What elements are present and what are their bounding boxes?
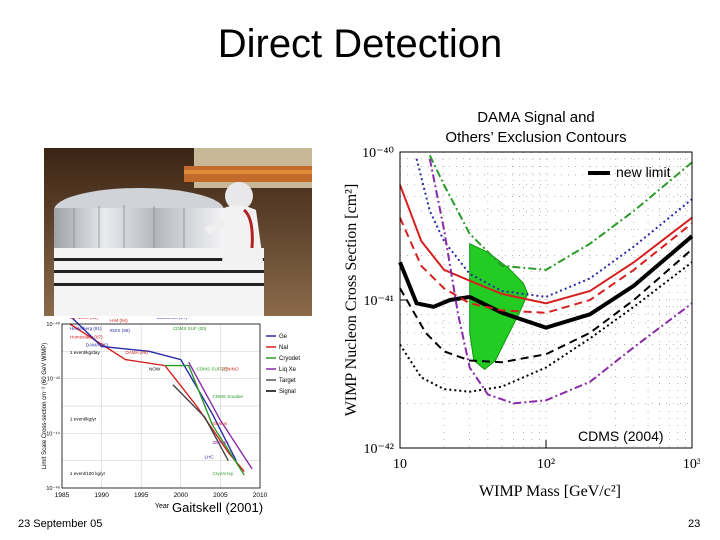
footer-date: 23 September 05 [18,518,103,530]
history-frame [61,323,261,489]
history-series-3 [188,361,253,470]
history-series [69,315,253,476]
history-annotation: NOW [149,366,161,371]
history-y-tick: 10⁻⁴⁶ [46,485,60,492]
y-tick-label: 10⁻⁴⁰ [362,146,394,161]
history-tick-labels: 1985 1990 1995 2000 2005 2010 10⁻⁴⁰ 10⁻⁴² 10⁻⁴⁴ 1… [46,321,267,499]
history-annotation: Heidelberg (91) [70,326,102,331]
history-x-tick: 1995 [134,492,149,499]
exclusion-series-1 [399,184,693,305]
history-annotation: CryoArray [212,471,233,476]
history-annotation: ZEPLIN [212,440,228,445]
page-number: 23 [688,518,701,530]
exclusion-series-7 [428,158,693,405]
history-annotation: Homestake (87) [70,334,103,339]
x-axis-label: WIMP Mass [GeV/c²] [479,483,621,500]
history-x-label: Year [155,503,170,510]
y-tick-label: 10⁻⁴¹ [364,294,394,309]
history-y-label: Limit Scale Cross-section cm⁻² (60 GeV W… [42,343,48,470]
exclusion-series [398,154,694,405]
slide-title: Direct Detection [217,22,503,66]
history-annotation: H-M (94) [110,318,129,323]
series-new-limit [398,234,694,330]
history-annotation: CDMS SUF (00) [173,326,207,331]
chart-subtitle: DAMA Signal and Others’ Exclusion Contou… [400,108,672,148]
history-chart: 1985 1990 1995 2000 2005 2010 10⁻⁴⁰ 10⁻⁴² 10⁻⁴⁴ 1… [40,315,316,510]
history-annotations: Ge-Moss (86) Heidelberg (91) Homestake (87… [70,315,244,476]
history-annotation: 1 event/kg/day [70,350,101,355]
legend-label-new-limit: new limit [616,164,671,180]
history-grid [62,324,260,488]
history-annotation: LHC [205,455,215,460]
detector-photo [44,148,312,316]
history-annotation: DAMA (99) [125,350,148,355]
legend: new limit [588,164,671,180]
history-y-tick: 10⁻⁴² [47,376,60,383]
history-legend-label: Ge [279,334,288,340]
history-series-0 [69,323,245,472]
history-annotation: GENINO [220,366,239,371]
history-annotation: CDMS SUF (?) [197,366,228,371]
history-annotation: CDMS Soudan [212,394,243,399]
history-legend-label: NaI [279,345,289,351]
history-legend-label: Signal [279,389,296,395]
history-x-tick: 1990 [94,492,109,499]
history-x-tick: 2000 [174,492,189,499]
exclusion-series-6 [428,154,693,271]
history-x-tick: 1985 [55,492,70,499]
subtitle-line-2: Others’ Exclusion Contours [445,129,627,146]
history-annotation: Genius [212,421,227,426]
subtitle-line-1: DAMA Signal and [477,109,595,126]
history-y-tick: 10⁻⁴⁰ [46,321,60,328]
exclusion-grid [399,152,692,449]
gaitskell-caption: Gaitskell (2001) [172,500,264,515]
history-annotation: 1 event/kg/yr [70,416,97,421]
history-annotation: IGEX (98) [110,328,131,333]
x-tick-label: 10² [537,457,555,472]
exclusion-series-2 [399,217,693,314]
x-tick-label: 10 [393,457,407,472]
history-legend: Ge NaI Cryodet Liq Xe Target Signal [266,334,300,395]
history-annotation: DAMA (96) [86,343,109,348]
exclusion-series-3 [399,248,693,364]
exclusion-series-5 [415,158,693,298]
dama-region [469,242,529,370]
x-tick-label: 10³ [683,457,700,472]
history-series-4 [172,384,229,462]
history-series-1 [69,315,237,462]
history-legend-label: Cryodet [279,356,300,362]
history-annotation: 1 event/100 kg/yr [70,471,106,476]
y-tick-label: 10⁻⁴² [364,442,394,457]
history-x-tick: 2005 [213,492,228,499]
exclusion-tick-labels: 10 10² 10³ 10⁻⁴⁰ 10⁻⁴¹ 10⁻⁴² [362,146,701,472]
history-series-2 [165,364,245,476]
history-legend-label: Liq Xe [279,367,297,373]
history-annotation: Edelweiss (97) [157,318,188,320]
y-axis-label: WIMP Nucleon Cross Section [cm²] [343,184,360,417]
history-annotation: Ge-Moss (86) [70,318,99,320]
history-legend-label: Target [279,378,296,384]
cdms-annotation: CDMS (2004) [578,428,664,444]
exclusion-chart: 10 10² 10³ 10⁻⁴⁰ 10⁻⁴¹ 10⁻⁴² new limit WIMP M… [322,142,701,504]
history-y-tick: 10⁻⁴⁴ [46,430,60,437]
history-x-tick: 2010 [253,492,268,499]
dama-signal-region [469,242,529,370]
